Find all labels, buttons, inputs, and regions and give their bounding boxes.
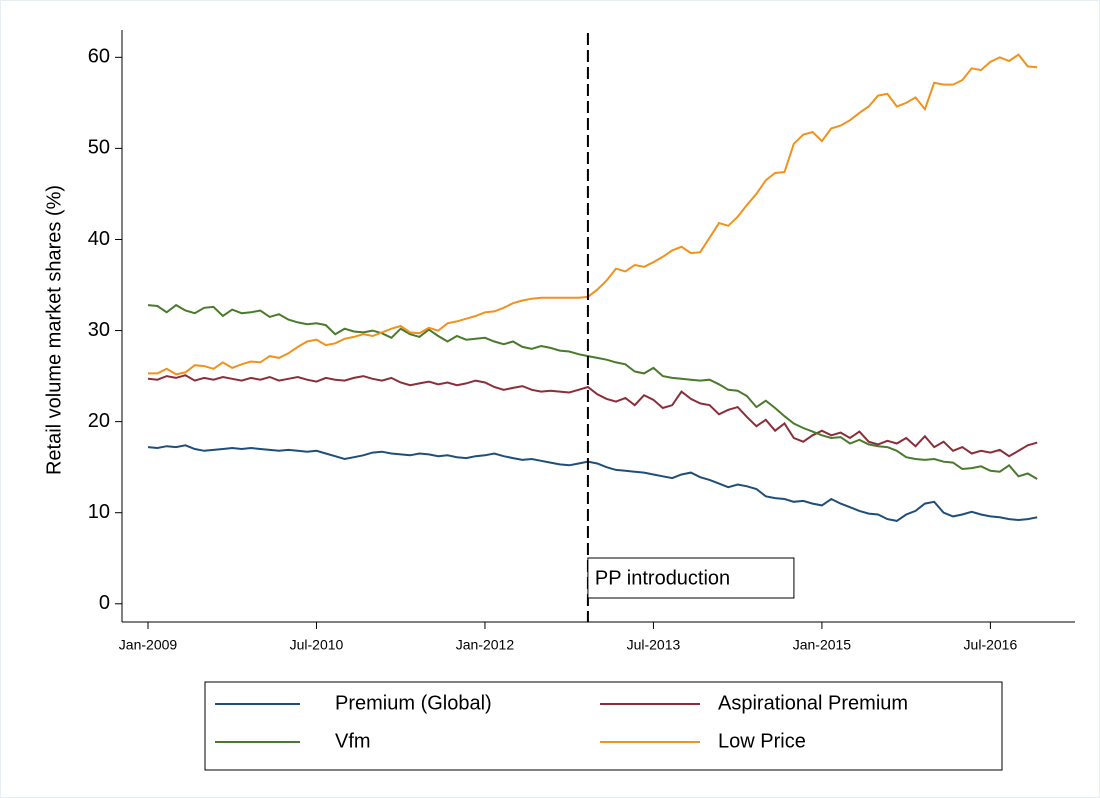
series-line — [147, 444, 1038, 522]
x-tick-label: Jan-2012 — [456, 637, 515, 653]
x-tick-label: Jan-2009 — [119, 637, 178, 653]
x-tick-label: Jul-2013 — [627, 637, 681, 653]
legend — [204, 681, 1003, 771]
legend-label: Premium (Global) — [335, 692, 492, 714]
legend-label: Low Price — [718, 730, 806, 752]
legend-label: Aspirational Premium — [718, 692, 908, 714]
y-tick-label: 50 — [88, 137, 110, 159]
series-line — [147, 374, 1038, 458]
series-line — [148, 53, 1038, 376]
x-tick-label: Jan-2015 — [793, 637, 852, 653]
y-tick-label: 60 — [88, 46, 110, 68]
y-axis-label: Retail volume market shares (%) — [43, 185, 65, 475]
x-tick-label: Jul-2010 — [290, 637, 344, 653]
y-tick-label: 10 — [88, 501, 110, 523]
y-tick-label: 40 — [88, 228, 110, 250]
y-tick-label: 30 — [88, 319, 110, 341]
annotation: PP introduction — [595, 567, 730, 589]
y-tick-label: 0 — [99, 592, 110, 614]
y-tick-label: 20 — [88, 410, 110, 432]
series-line — [147, 303, 1038, 480]
x-tick-label: Jul-2016 — [964, 637, 1018, 653]
annotation-box — [587, 557, 795, 599]
legend-label: Vfm — [335, 730, 371, 752]
